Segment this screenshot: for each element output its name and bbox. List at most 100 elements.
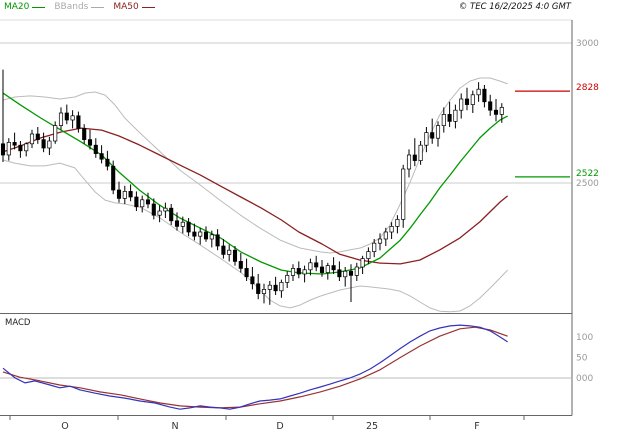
candle-body: [319, 266, 325, 273]
candle-body: [302, 269, 307, 275]
candle-body: [348, 270, 354, 276]
candle-body: [140, 199, 145, 208]
candle-body: [58, 112, 64, 126]
candle-body: [261, 289, 267, 294]
macd-axis-label: 100: [576, 333, 593, 343]
candle-body: [464, 98, 470, 105]
candle-body: [354, 266, 359, 276]
legend: MA20 BBands MA50: [4, 2, 155, 13]
x-axis-label: N: [171, 421, 178, 432]
candle-body: [111, 165, 116, 191]
candle-body: [279, 282, 284, 292]
bb_upper-line: [2, 77, 508, 254]
candle-body: [389, 226, 394, 233]
candle-body: [453, 109, 458, 122]
candle-body: [157, 210, 162, 216]
candle-body: [273, 284, 278, 292]
candle-body: [24, 143, 29, 152]
legend-label-ma50: MA50: [113, 2, 139, 12]
candle-body: [499, 107, 504, 115]
candle-body: [6, 142, 11, 156]
candle-body: [238, 261, 243, 269]
candle-body: [459, 98, 464, 111]
candle-body: [151, 203, 156, 216]
candle-body: [360, 258, 365, 268]
macd-panel-label: MACD: [5, 318, 31, 328]
candle-body: [296, 268, 301, 275]
candle-body: [99, 153, 104, 160]
x-axis-label: D: [276, 421, 283, 432]
candle-body: [337, 269, 342, 278]
candle-body: [256, 283, 261, 294]
price-axis-label: 3000: [576, 39, 599, 49]
candle-body: [0, 143, 6, 156]
candle-body: [435, 125, 441, 139]
ma50-line: [2, 127, 509, 265]
legend-item-ma20: MA20: [4, 2, 46, 13]
candle-body: [105, 158, 110, 167]
bb_lower-line: [2, 159, 508, 313]
candle-body: [76, 115, 81, 129]
candle-body: [314, 262, 319, 268]
candle-body: [401, 168, 406, 220]
candle-body: [186, 221, 191, 233]
candle-body: [180, 221, 185, 227]
candle-body: [290, 268, 296, 276]
candle-body: [267, 284, 272, 290]
candle-body: [122, 191, 127, 199]
ma20-line-swatch-icon: [32, 7, 46, 8]
candle-body: [447, 114, 452, 122]
candle-body: [53, 125, 58, 142]
candle-body: [87, 139, 93, 146]
x-axis-label: F: [474, 421, 479, 432]
signal-line: [2, 326, 508, 409]
candle-body: [169, 207, 174, 222]
candle-body: [366, 251, 371, 259]
candle-body: [18, 144, 23, 152]
level-label: 2522: [576, 169, 599, 179]
candle-body: [424, 132, 429, 146]
candle-body: [64, 112, 69, 121]
copyright-text: © TEC 16/2/2025 4:0 GMT: [458, 2, 571, 12]
bbands-line-swatch-icon: [91, 7, 105, 8]
candle-body: [285, 275, 290, 283]
candle-body: [203, 231, 209, 240]
candle-body: [70, 115, 75, 121]
candle-body: [198, 231, 203, 237]
candle-body: [47, 140, 52, 149]
macd-axis-label: 50: [576, 354, 588, 364]
legend-item-ma50: MA50: [113, 2, 155, 13]
candle-body: [308, 262, 313, 271]
candle-body: [163, 207, 168, 212]
candle-body: [232, 249, 238, 262]
candle-body: [250, 276, 255, 285]
candle-body: [493, 109, 499, 115]
candle-body: [93, 144, 98, 154]
macd-axis-label: 000: [576, 374, 593, 384]
candle-body: [215, 234, 220, 247]
candle-body: [35, 133, 40, 140]
macd-line: [2, 324, 508, 410]
candle-body: [383, 231, 388, 240]
level-label: 2828: [576, 83, 599, 93]
candle-body: [343, 270, 348, 278]
candle-body: [209, 234, 214, 240]
candle-body: [470, 94, 475, 105]
candle-body: [441, 114, 446, 126]
candle-body: [29, 133, 35, 145]
candle-body: [406, 154, 412, 170]
candle-body: [145, 199, 151, 205]
candle-body: [174, 220, 180, 227]
candle-body: [331, 265, 336, 271]
candle-body: [377, 238, 383, 244]
candle-body: [395, 219, 400, 227]
legend-label-ma20: MA20: [4, 2, 30, 12]
x-axis-label: O: [61, 421, 68, 432]
legend-label-bbands: BBands: [54, 2, 89, 12]
candle-body: [412, 154, 417, 161]
price-axis-label: 2500: [576, 179, 599, 189]
candle-body: [488, 101, 493, 111]
candle-body: [227, 249, 232, 255]
